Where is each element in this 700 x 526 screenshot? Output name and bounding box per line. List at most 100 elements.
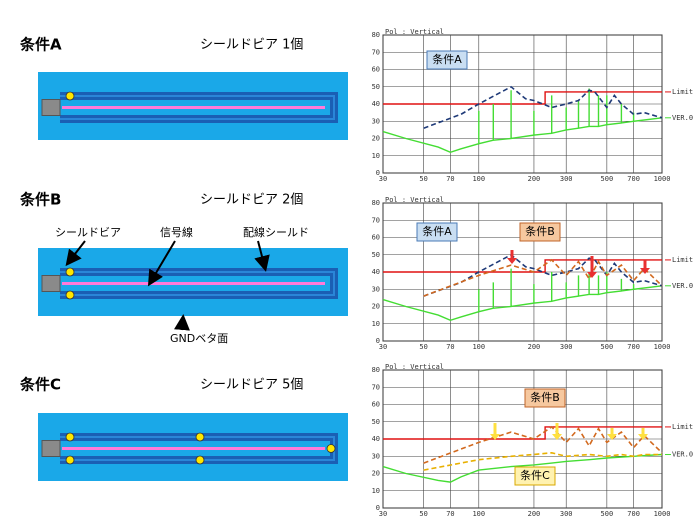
- panel-label: 条件C: [19, 376, 61, 394]
- x-tick-label: 100: [472, 343, 485, 351]
- shield-via: [326, 444, 336, 453]
- change-arrow-head: [552, 434, 562, 440]
- y-tick-label: 10: [372, 320, 380, 328]
- shield-via: [195, 432, 205, 442]
- change-arrow-head: [640, 268, 650, 274]
- panel: 条件C シールドビア 5個: [19, 376, 348, 481]
- x-tick-label: 1000: [654, 510, 671, 518]
- change-arrow-head: [638, 434, 648, 440]
- change-arrow-head: [507, 258, 517, 264]
- x-tick-label: 50: [419, 175, 427, 183]
- series-line: [423, 85, 663, 129]
- y-tick-label: 40: [372, 100, 380, 108]
- panel-subtitle: シールドビア 5個: [200, 378, 303, 393]
- callout-label: 配線シールド: [243, 225, 309, 239]
- series-line: [423, 425, 663, 464]
- y-tick-label: 0: [376, 337, 380, 345]
- series-line: [382, 88, 663, 154]
- x-tick-label: 500: [601, 343, 614, 351]
- chart: Pol : Vertical 0 10 20 30 40 50 60 70 80 30 50 70 100…: [372, 363, 694, 518]
- shield-trace-inner: [60, 95, 335, 120]
- chart: Pol : Vertical 0 10 20 30 40 50 60 70 80 30 50 70 100…: [372, 28, 694, 183]
- y-tick-label: 40: [372, 435, 380, 443]
- y-tick-label: 70: [372, 383, 380, 391]
- change-arrow-head: [607, 434, 617, 440]
- shield-via: [65, 91, 75, 101]
- legend-label: Limit: [672, 256, 693, 264]
- series-line: [383, 259, 662, 273]
- y-tick-label: 80: [372, 366, 380, 374]
- series-line: [382, 453, 663, 483]
- y-tick-label: 70: [372, 216, 380, 224]
- series-label-box: [524, 388, 566, 408]
- series-label: 条件A: [422, 224, 452, 238]
- legend-label: VER.0: [672, 282, 693, 290]
- change-arrow-head: [490, 434, 500, 440]
- y-tick-label: 50: [372, 418, 380, 426]
- y-tick-label: 70: [372, 48, 380, 56]
- x-tick-label: 30: [379, 343, 387, 351]
- callout-arrow: [174, 314, 190, 331]
- x-tick-label: 300: [560, 510, 573, 518]
- panel-label: 条件A: [19, 36, 62, 54]
- x-tick-label: 200: [528, 343, 541, 351]
- series-line: [383, 91, 662, 105]
- y-tick-label: 0: [376, 504, 380, 512]
- callout-arrow: [254, 240, 270, 272]
- connector: [41, 99, 61, 116]
- series-line: [423, 258, 663, 297]
- legend-label: VER.0: [672, 451, 693, 459]
- chart-title: Pol : Vertical: [385, 363, 444, 371]
- x-tick-label: 30: [379, 510, 387, 518]
- x-tick-label: 70: [446, 175, 454, 183]
- series-label-box: [519, 222, 561, 242]
- x-tick-label: 100: [472, 175, 485, 183]
- x-tick-label: 70: [446, 343, 454, 351]
- y-tick-label: 40: [372, 268, 380, 276]
- x-tick-label: 30: [379, 175, 387, 183]
- y-tick-label: 80: [372, 31, 380, 39]
- callout-label: シールドビア: [55, 226, 121, 239]
- panel-label: 条件B: [19, 191, 61, 209]
- chart: Pol : Vertical 0 10 20 30 40 50 60 70 80 30 50 70 100…: [372, 196, 694, 351]
- shield-via: [65, 455, 75, 465]
- y-tick-label: 10: [372, 152, 380, 160]
- x-tick-label: 700: [627, 510, 640, 518]
- series-label: 条件C: [520, 468, 550, 482]
- series-line: [382, 268, 663, 322]
- x-tick-label: 1000: [654, 343, 671, 351]
- connector: [41, 275, 61, 292]
- series-label: 条件B: [530, 390, 560, 404]
- shield-trace-inner: [60, 271, 335, 296]
- y-tick-label: 80: [372, 199, 380, 207]
- x-tick-label: 500: [601, 510, 614, 518]
- series-label-box: [514, 466, 556, 486]
- y-tick-label: 20: [372, 470, 380, 478]
- x-tick-label: 500: [601, 175, 614, 183]
- callout-arrow: [147, 240, 176, 287]
- callout-label: 信号線: [160, 225, 193, 239]
- shield-via: [195, 455, 205, 465]
- y-tick-label: 60: [372, 234, 380, 242]
- y-tick-label: 30: [372, 285, 380, 293]
- y-tick-label: 0: [376, 169, 380, 177]
- series-label-box: [426, 50, 468, 70]
- series-line: [383, 426, 662, 440]
- legend-label: Limit: [672, 88, 693, 96]
- panel-subtitle: シールドビア 2個: [200, 193, 303, 208]
- y-tick-label: 60: [372, 66, 380, 74]
- x-tick-label: 200: [528, 510, 541, 518]
- y-tick-label: 50: [372, 83, 380, 91]
- x-tick-label: 300: [560, 175, 573, 183]
- x-tick-label: 70: [446, 510, 454, 518]
- panel-subtitle: シールドビア 1個: [200, 38, 303, 53]
- x-tick-label: 1000: [654, 175, 671, 183]
- series-label: 条件A: [432, 52, 462, 66]
- series-label-box: [416, 222, 458, 242]
- y-tick-label: 50: [372, 251, 380, 259]
- x-tick-label: 100: [472, 510, 485, 518]
- shield-via: [65, 290, 75, 300]
